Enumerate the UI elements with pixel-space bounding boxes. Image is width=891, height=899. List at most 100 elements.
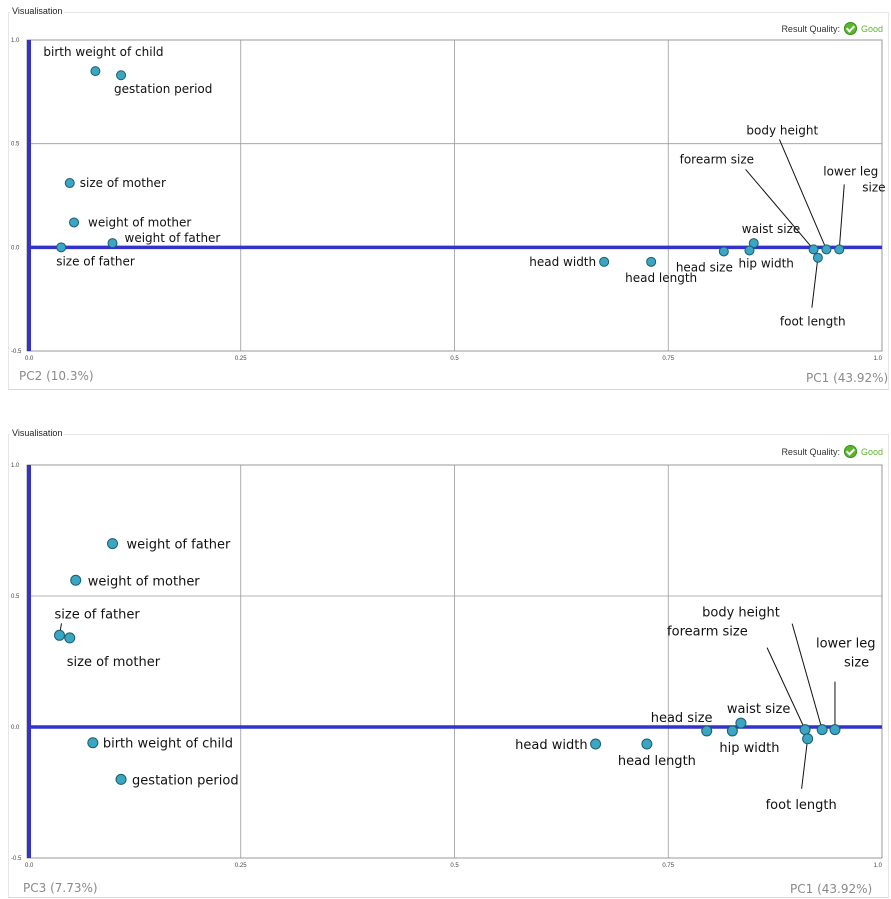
point-birth-weight-of-child[interactable]: birth weight of child xyxy=(43,45,164,77)
x-axis-label: PC1 (43.92%) xyxy=(790,882,873,896)
panel-title: Visualisation xyxy=(10,6,65,16)
y-tick-label: -0.5 xyxy=(11,856,22,862)
x-tick-label: 1.0 xyxy=(874,356,883,362)
point-weight-of-mother[interactable]: weight of mother xyxy=(70,574,201,589)
leader-line xyxy=(838,184,845,250)
point-size-of-mother[interactable]: size of mother xyxy=(64,632,161,670)
y-axis-label: PC2 (10.3%) xyxy=(19,369,94,383)
data-point xyxy=(718,246,729,257)
x-tick-label: 0.25 xyxy=(235,863,247,869)
point-head-size[interactable]: head size xyxy=(651,711,713,737)
point-lower-leg-size[interactable]: lower leg size xyxy=(816,637,876,736)
point-label: head size xyxy=(651,711,713,726)
data-point xyxy=(834,244,845,255)
data-point xyxy=(808,244,819,255)
point-forearm-size[interactable]: forearm size xyxy=(680,152,819,255)
point-label: forearm size xyxy=(667,625,748,640)
point-label: size of mother xyxy=(67,655,161,670)
point-head-length[interactable]: head length xyxy=(618,738,696,769)
point-label-line2: size xyxy=(844,656,869,671)
data-point xyxy=(641,738,653,750)
visualisation-panel-2: Visualisation Result Quality: Good 0.0 0.… xyxy=(0,428,891,899)
point-size-of-mother[interactable]: size of mother xyxy=(64,176,166,190)
point-label: body height xyxy=(746,123,818,137)
y-tick-label: 1.0 xyxy=(11,463,20,469)
data-point xyxy=(590,738,602,750)
leader-line xyxy=(745,169,814,250)
data-point xyxy=(735,717,747,729)
y-tick-label: 1.0 xyxy=(11,38,20,44)
x-tick-label: 1.0 xyxy=(874,863,883,869)
result-quality: Result Quality: Good xyxy=(781,445,883,458)
point-label: lower leg xyxy=(823,164,878,178)
point-size-of-father[interactable]: size of father xyxy=(53,607,140,641)
data-point xyxy=(70,574,82,586)
point-forearm-size[interactable]: forearm size xyxy=(667,625,811,736)
point-waist-size[interactable]: waist size xyxy=(742,222,801,249)
point-label: weight of mother xyxy=(88,574,201,589)
data-point xyxy=(816,724,828,736)
point-lower-leg-size[interactable]: lower leg size xyxy=(823,164,886,255)
point-label: body height xyxy=(702,606,780,621)
data-point xyxy=(812,252,823,263)
x-tick-label: 0.75 xyxy=(662,356,674,362)
data-point xyxy=(821,244,832,255)
point-label: gestation period xyxy=(132,773,239,788)
point-size-of-father[interactable]: size of father xyxy=(56,242,135,269)
point-birth-weight-of-child[interactable]: birth weight of child xyxy=(87,737,233,752)
leader-line xyxy=(811,257,819,308)
x-tick-label: 0.75 xyxy=(662,863,674,869)
data-point xyxy=(802,733,814,745)
point-head-length[interactable]: head length xyxy=(625,256,697,285)
point-label: foot length xyxy=(780,315,846,329)
point-foot-length[interactable]: foot length xyxy=(766,733,837,813)
point-body-height[interactable]: body height xyxy=(746,123,832,255)
y-tick-label: -0.5 xyxy=(11,349,22,355)
data-point xyxy=(64,632,76,644)
result-quality-value: Good xyxy=(860,23,883,34)
point-weight-of-father[interactable]: weight of father xyxy=(107,231,220,249)
data-point xyxy=(107,538,118,550)
point-gestation-period[interactable]: gestation period xyxy=(115,773,239,788)
data-point xyxy=(107,238,118,249)
y-tick-label: 0.5 xyxy=(11,142,20,148)
point-weight-of-mother[interactable]: weight of mother xyxy=(69,215,192,229)
data-point xyxy=(701,725,713,737)
x-tick-label: 0.0 xyxy=(25,863,34,869)
point-label: weight of mother xyxy=(88,215,191,229)
point-weight-of-father[interactable]: weight of father xyxy=(107,538,232,553)
point-label: head length xyxy=(625,271,697,285)
data-point xyxy=(829,724,841,736)
y-axis-label: PC3 (7.73%) xyxy=(23,881,98,895)
data-point xyxy=(69,217,80,228)
point-label: size of mother xyxy=(80,176,166,190)
check-circle-icon xyxy=(843,22,857,35)
data-point xyxy=(748,238,759,249)
point-label: foot length xyxy=(766,798,837,813)
leader-line xyxy=(801,738,809,789)
point-waist-size[interactable]: waist size xyxy=(727,702,790,729)
x-tick-label: 0.25 xyxy=(235,356,247,362)
point-label: head width xyxy=(515,738,587,753)
point-head-width[interactable]: head width xyxy=(515,738,602,753)
point-label: hip width xyxy=(738,256,793,270)
point-gestation-period[interactable]: gestation period xyxy=(114,70,212,97)
point-label: waist size xyxy=(742,222,801,236)
point-head-width[interactable]: head width xyxy=(529,255,610,269)
point-hip-width[interactable]: hip width xyxy=(719,725,779,756)
point-head-size[interactable]: head size xyxy=(676,246,733,275)
point-label: head width xyxy=(529,255,596,269)
point-hip-width[interactable]: hip width xyxy=(738,245,794,271)
data-point xyxy=(599,256,610,267)
point-foot-length[interactable]: foot length xyxy=(780,252,846,329)
data-point xyxy=(64,178,75,189)
y-tick-label: 0.5 xyxy=(11,594,20,600)
data-point xyxy=(646,256,657,267)
point-label: forearm size xyxy=(680,152,754,166)
point-body-height[interactable]: body height xyxy=(702,606,828,736)
leader-line xyxy=(778,139,827,250)
y-tick-label: 0.0 xyxy=(11,725,20,731)
data-point xyxy=(726,725,738,737)
